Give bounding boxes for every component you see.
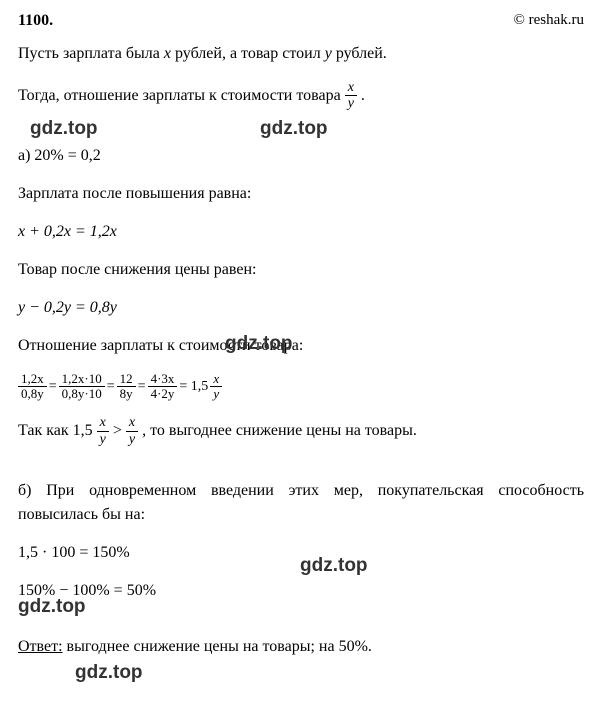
frac-den: 4·2y: [148, 387, 178, 401]
part-a-line2: Товар после снижения цены равен:: [18, 258, 584, 282]
intro-line-1: Пусть зарплата была x рублей, а товар ст…: [18, 42, 584, 66]
frac-2: 1,2x·10 0,8y·10: [59, 372, 105, 402]
frac-3: 12 8y: [117, 372, 136, 402]
text: Тогда, отношение зарплаты к стоимости то…: [18, 84, 341, 108]
eq-sign: =: [107, 376, 115, 397]
text: рублей.: [332, 45, 387, 62]
frac-xy: x y: [126, 415, 138, 447]
part-a-label: а) 20% = 0,2: [18, 144, 584, 168]
problem-number: 1100.: [18, 12, 53, 30]
frac-den: y: [126, 432, 138, 447]
answer-line: Ответ: выгоднее снижение цены на товары;…: [18, 635, 584, 659]
frac-xy: x y: [210, 372, 222, 402]
part-a-eq1: x + 0,2x = 1,2x: [18, 220, 584, 244]
text: рублей, а товар стоил: [171, 45, 325, 62]
frac-xy: x y: [97, 415, 109, 447]
frac-num: 12: [117, 372, 136, 387]
frac-4: 4·3x 4·2y: [148, 372, 178, 402]
header-row: 1100. © reshak.ru: [18, 12, 584, 30]
frac-num: x: [126, 415, 138, 431]
frac-den: y: [97, 432, 109, 447]
part-b-eq2: 150% − 100% = 50%: [18, 579, 584, 603]
part-b-line1: б) При одновременном введении этих мер, …: [18, 479, 584, 527]
frac-den: 0,8y: [18, 387, 47, 401]
frac-den: y: [210, 387, 222, 401]
frac-den: 0,8y·10: [59, 387, 105, 401]
coef: = 1,5: [179, 376, 208, 397]
text: .: [361, 84, 365, 108]
frac-num: x: [345, 80, 357, 96]
copyright: © reshak.ru: [513, 12, 584, 30]
gt-sign: >: [113, 419, 122, 443]
part-a-line3: Отношение зарплаты к стоимости товара:: [18, 334, 584, 358]
eq-sign: =: [49, 376, 57, 397]
answer-text: выгоднее снижение цены на товары; на 50%…: [63, 638, 372, 655]
eq-sign: =: [138, 376, 146, 397]
part-a-line1: Зарплата после повышения равна:: [18, 182, 584, 206]
var-y: y: [325, 45, 332, 62]
fraction-chain: 1,2x 0,8y = 1,2x·10 0,8y·10 = 12 8y = 4·…: [18, 372, 584, 402]
var-x: x: [164, 45, 171, 62]
fraction-xy: x y: [345, 80, 357, 112]
frac-num: x: [210, 372, 222, 387]
part-b-eq1: 1,5 · 100 = 150%: [18, 541, 584, 565]
frac-num: 1,2x·10: [59, 372, 105, 387]
text: Так как 1,5: [18, 419, 93, 443]
part-a-conclusion: Так как 1,5 x y > x y , то выгоднее сниж…: [18, 415, 584, 447]
watermark: gdz.top: [75, 662, 143, 684]
text: , то выгоднее снижение цены на товары.: [142, 419, 417, 443]
frac-num: x: [97, 415, 109, 431]
frac-1: 1,2x 0,8y: [18, 372, 47, 402]
part-a-eq2: y − 0,2y = 0,8y: [18, 296, 584, 320]
frac-num: 4·3x: [148, 372, 178, 387]
frac-den: y: [345, 96, 357, 111]
frac-den: 8y: [117, 387, 136, 401]
text: Пусть зарплата была: [18, 45, 164, 62]
frac-num: 1,2x: [18, 372, 47, 387]
answer-label: Ответ:: [18, 638, 63, 655]
intro-line-2: Тогда, отношение зарплаты к стоимости то…: [18, 80, 584, 112]
